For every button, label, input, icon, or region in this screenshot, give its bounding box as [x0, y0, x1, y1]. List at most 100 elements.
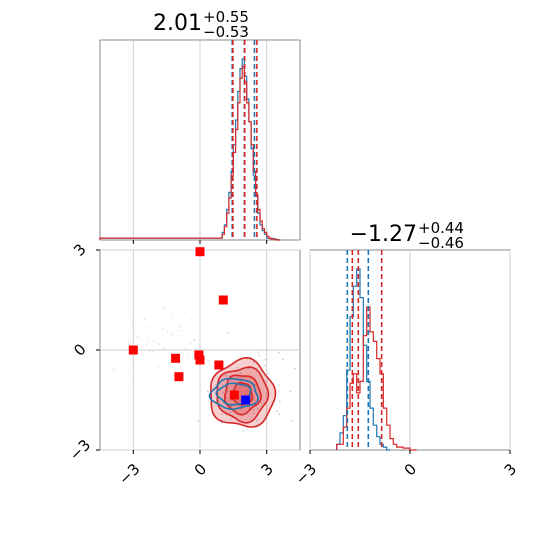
sample-point — [218, 400, 220, 403]
sample-point — [289, 390, 292, 393]
sample-point — [160, 375, 163, 377]
sample-point — [188, 353, 190, 355]
sample-point — [252, 412, 255, 415]
param1-title-value: 2.01 — [153, 11, 202, 36]
sample-point — [119, 356, 121, 359]
sample-point — [242, 429, 245, 432]
sample-point — [215, 384, 218, 386]
sample-point — [282, 358, 284, 361]
sample-point — [263, 364, 266, 367]
param2-histogram-panel — [309, 249, 511, 451]
param1-title-minus: −0.53 — [203, 23, 249, 41]
sample-point — [246, 390, 249, 393]
sample-point — [267, 372, 269, 375]
sample-point — [258, 354, 260, 357]
sample-point — [207, 359, 210, 362]
sample-point — [206, 390, 209, 393]
sample-point — [170, 316, 173, 319]
sample-point — [157, 365, 159, 368]
sample-point — [221, 413, 224, 416]
sample-point — [277, 351, 280, 354]
sample-point — [189, 342, 192, 344]
joint-x-tick-label: 3 — [257, 460, 276, 479]
sample-point — [132, 333, 135, 336]
sample-point — [132, 360, 135, 362]
sample-point — [293, 367, 296, 370]
sample-point — [152, 340, 155, 343]
sample-point — [152, 351, 154, 353]
sample-point — [193, 339, 196, 341]
sample-point — [222, 383, 224, 386]
sample-point — [240, 372, 242, 374]
joint-y-tick-label: 3 — [70, 240, 89, 259]
sample-point — [247, 367, 250, 370]
sample-point — [163, 306, 165, 309]
sample-point — [253, 408, 256, 411]
red-square-marker — [229, 390, 239, 400]
sample-point — [132, 323, 134, 326]
param1-title: 2.01 +0.55 −0.53 — [153, 8, 249, 41]
sample-point — [257, 418, 260, 421]
sample-point — [264, 358, 267, 361]
sample-point — [166, 330, 168, 333]
red-square-marker — [171, 353, 181, 363]
sample-point — [183, 312, 185, 314]
sample-point — [226, 390, 229, 392]
param1-histogram-panel — [99, 39, 301, 241]
sample-point — [147, 338, 150, 340]
red-square-marker — [128, 345, 138, 355]
param2-hist-x-tick-label: 0 — [401, 460, 420, 479]
param2-title-plus: +0.44 — [418, 219, 464, 237]
sample-point — [290, 419, 293, 422]
sample-point — [197, 420, 200, 422]
sample-point — [129, 339, 131, 341]
red-param2-histogram — [336, 306, 417, 451]
red-square-marker — [195, 355, 205, 365]
param2-hist-x-tick-label: 3 — [501, 460, 520, 479]
sample-point — [161, 328, 164, 330]
sample-point — [221, 422, 223, 424]
sample-point — [223, 402, 225, 405]
sample-point — [256, 408, 259, 410]
sample-point — [162, 347, 165, 350]
red-square-marker — [214, 360, 224, 370]
sample-point — [257, 381, 259, 384]
sample-point — [149, 350, 151, 352]
sample-point — [145, 344, 148, 346]
blue-param2-histogram — [336, 268, 390, 451]
sample-point — [255, 420, 258, 422]
sample-point — [254, 384, 257, 387]
sample-point — [177, 329, 180, 332]
sample-point — [224, 374, 227, 377]
joint-x-tick-label: −3 — [115, 460, 143, 488]
joint-y-tick-label: 0 — [70, 340, 89, 359]
sample-point — [230, 418, 233, 420]
sample-point — [130, 341, 132, 344]
blue-contour-level — [208, 377, 259, 411]
param2-title-minus: −0.46 — [418, 234, 464, 252]
red-square-marker — [194, 350, 204, 360]
sample-point — [158, 343, 160, 346]
joint-y-tick-label: −3 — [66, 436, 94, 464]
joint-2d-panel — [99, 247, 301, 451]
red-square-marker — [195, 247, 205, 257]
sample-point — [184, 347, 187, 350]
sample-point — [227, 331, 230, 334]
blue-square-marker — [241, 395, 251, 405]
sample-point — [143, 318, 146, 320]
sample-point — [244, 393, 247, 396]
sample-point — [148, 326, 150, 329]
sample-point — [126, 348, 128, 351]
sample-point — [260, 402, 263, 405]
sample-point — [257, 351, 260, 353]
param2-title-value: −1.27 — [350, 222, 417, 247]
sample-point — [236, 367, 239, 369]
sample-point — [172, 334, 174, 337]
sample-point — [179, 326, 181, 328]
sample-point — [112, 368, 115, 371]
param1-title-plus: +0.55 — [203, 8, 249, 26]
red-square-marker — [218, 295, 228, 305]
red-param1-histogram — [99, 66, 280, 241]
sample-point — [230, 405, 233, 408]
